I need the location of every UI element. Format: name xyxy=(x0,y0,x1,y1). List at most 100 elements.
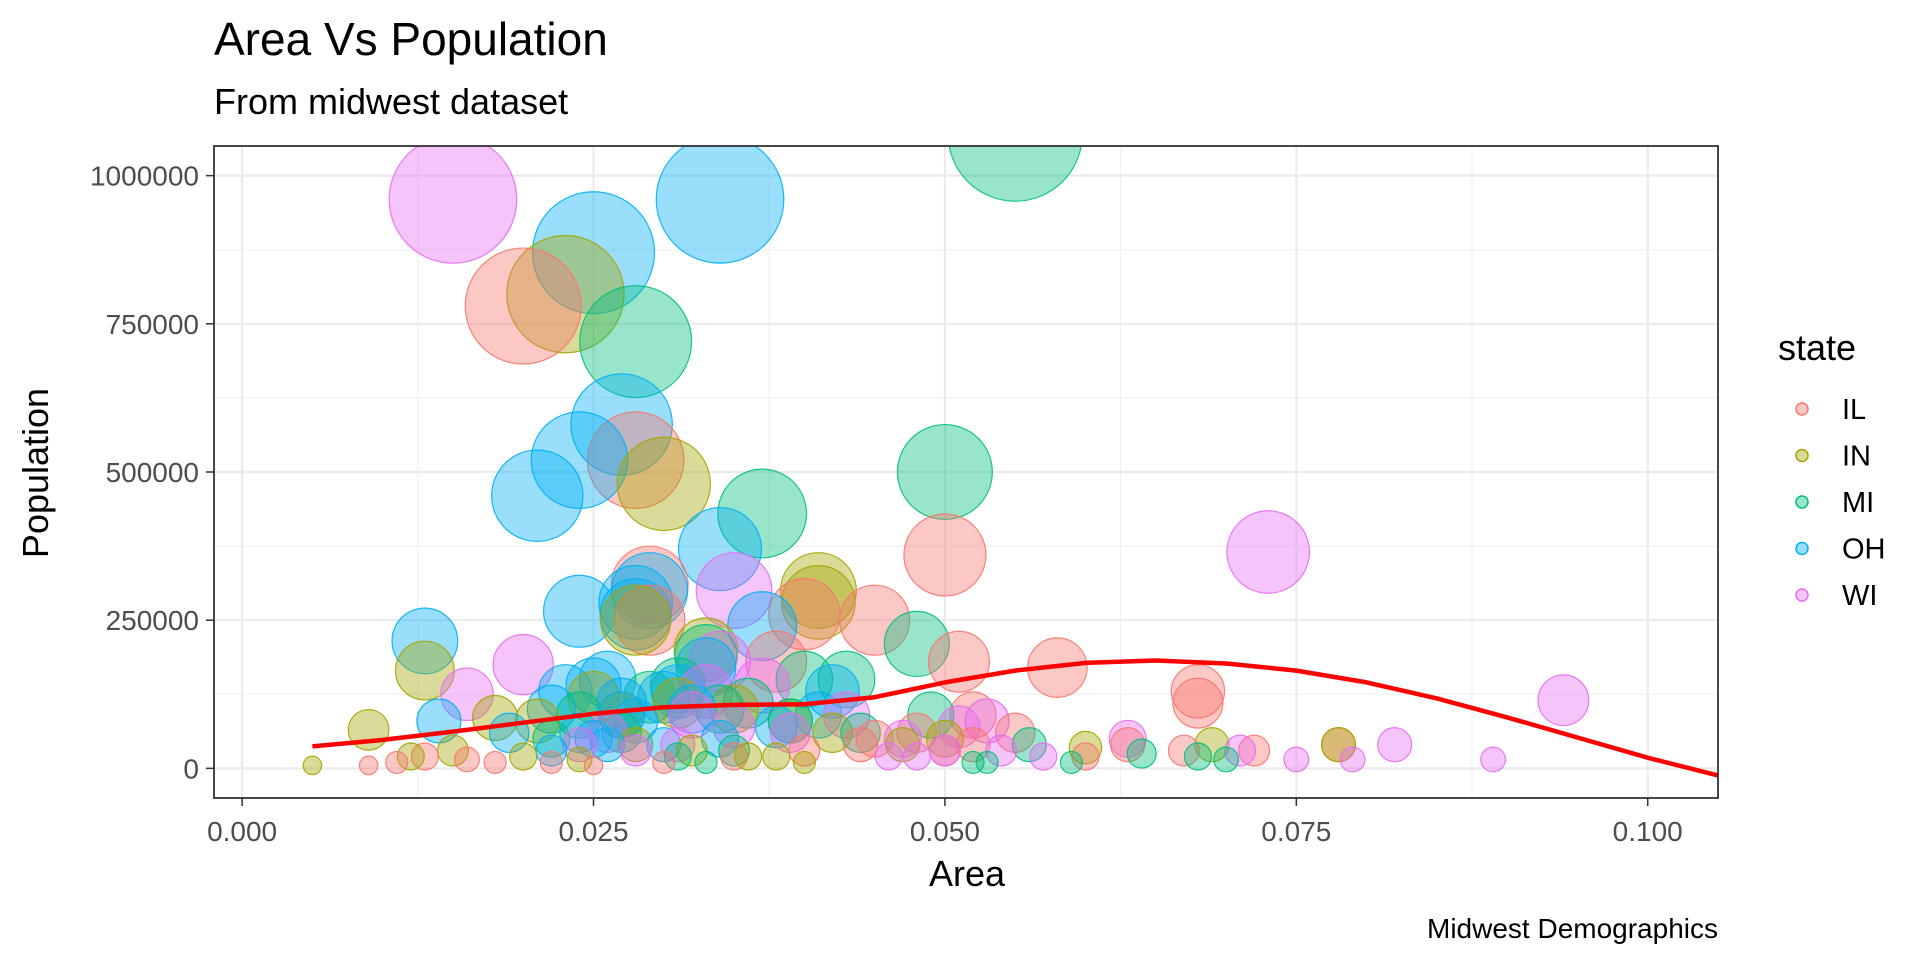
data-point-wi xyxy=(874,742,903,771)
data-point-wi xyxy=(1377,727,1413,763)
data-point-oh xyxy=(655,146,785,264)
legend-label-oh: OH xyxy=(1842,534,1886,566)
data-point-in xyxy=(709,684,759,734)
data-point-in xyxy=(885,727,921,763)
data-point-mi xyxy=(579,285,693,399)
data-point-il xyxy=(994,712,1036,754)
x-tick-label: 0.025 xyxy=(558,816,628,847)
data-point-il xyxy=(903,513,987,597)
data-point-wi xyxy=(1029,742,1058,771)
data-point-il xyxy=(1110,727,1146,763)
smooth-trend-line xyxy=(312,658,1718,778)
data-point-oh xyxy=(578,650,637,709)
data-point-wi xyxy=(1226,510,1311,594)
legend-key-oh xyxy=(1795,541,1809,556)
data-point-mi xyxy=(694,750,718,775)
data-point-mi xyxy=(1126,738,1157,769)
data-point-mi xyxy=(717,468,808,559)
data-point-mi xyxy=(948,146,1082,202)
data-point-wi xyxy=(1537,674,1590,727)
data-point-il xyxy=(1167,734,1200,767)
y-tick-label: 1000000 xyxy=(90,161,199,192)
data-point-wi xyxy=(964,698,1010,744)
x-tick-label: 0.075 xyxy=(1261,816,1331,847)
data-point-il xyxy=(539,750,563,775)
x-axis-title: Area xyxy=(929,853,1006,894)
data-point-oh xyxy=(530,411,629,510)
legend: state IL IN MI OH WI xyxy=(1778,327,1886,612)
data-point-il xyxy=(842,727,879,763)
data-point-mi xyxy=(1213,746,1239,773)
data-point-il xyxy=(385,750,409,775)
y-axis-title: Population xyxy=(15,388,56,558)
data-point-mi xyxy=(1183,742,1213,771)
data-point-in xyxy=(394,640,455,701)
data-point-in xyxy=(506,234,625,354)
data-point-mi xyxy=(1011,727,1047,763)
data-point-oh xyxy=(570,373,673,476)
data-point-il xyxy=(1238,734,1271,767)
legend-label-wi: WI xyxy=(1842,580,1877,612)
legend-key-wi xyxy=(1795,588,1809,602)
data-point-wi xyxy=(1224,734,1257,767)
data-point-wi xyxy=(440,667,494,722)
data-point-wi xyxy=(619,734,652,767)
legend-key-il xyxy=(1795,402,1809,416)
data-point-in xyxy=(925,719,964,758)
x-tick-label: 0.000 xyxy=(207,816,277,847)
legend-title: state xyxy=(1778,327,1856,368)
data-point-il xyxy=(652,750,676,775)
y-tick-label: 750000 xyxy=(106,309,199,340)
x-tick-label: 0.050 xyxy=(910,816,980,847)
data-point-wi xyxy=(688,630,752,693)
data-point-mi xyxy=(1059,750,1084,775)
data-point-oh xyxy=(677,506,763,592)
data-point-oh xyxy=(646,727,682,763)
data-point-il xyxy=(583,755,604,776)
data-point-wi xyxy=(770,712,811,754)
data-point-mi xyxy=(896,423,993,521)
data-point-il xyxy=(614,584,686,656)
data-point-in xyxy=(396,742,425,771)
data-point-in xyxy=(781,565,856,640)
chart-caption: Midwest Demographics xyxy=(1427,913,1718,944)
data-point-mi xyxy=(883,610,950,677)
data-point-wi xyxy=(985,734,1018,767)
chart-subtitle: From midwest dataset xyxy=(214,81,568,122)
data-point-wi xyxy=(695,552,773,630)
data-point-wi xyxy=(492,633,554,696)
y-tick-label: 250000 xyxy=(106,605,199,636)
data-point-wi xyxy=(668,691,716,739)
panel-border xyxy=(213,145,1719,799)
data-point-in xyxy=(566,746,593,773)
data-point-wi xyxy=(388,146,518,264)
data-point-in xyxy=(618,727,654,763)
y-tick-label: 0 xyxy=(183,753,199,784)
data-point-in xyxy=(302,755,323,776)
points-layer xyxy=(302,146,1718,778)
data-point-in xyxy=(1068,730,1103,765)
data-point-il xyxy=(358,755,379,776)
data-point-il xyxy=(1172,677,1224,729)
data-point-il xyxy=(1071,742,1100,771)
data-point-in xyxy=(1194,727,1230,763)
data-point-wi xyxy=(561,727,598,763)
data-point-il xyxy=(839,584,911,656)
data-point-il xyxy=(1170,664,1226,719)
data-point-in xyxy=(762,742,791,771)
data-point-oh xyxy=(531,191,656,315)
data-point-oh xyxy=(599,578,672,651)
data-point-in xyxy=(812,712,853,754)
data-point-mi xyxy=(775,650,834,709)
legend-label-il: IL xyxy=(1842,394,1866,426)
data-point-wi xyxy=(1480,746,1507,773)
data-point-mi xyxy=(975,750,999,775)
data-point-mi xyxy=(718,734,751,767)
data-point-oh xyxy=(490,449,584,543)
data-point-wi xyxy=(902,742,931,771)
plot-panel xyxy=(214,146,1718,798)
data-point-in xyxy=(792,750,816,775)
data-point-wi xyxy=(1339,746,1366,773)
data-point-in xyxy=(616,436,711,532)
